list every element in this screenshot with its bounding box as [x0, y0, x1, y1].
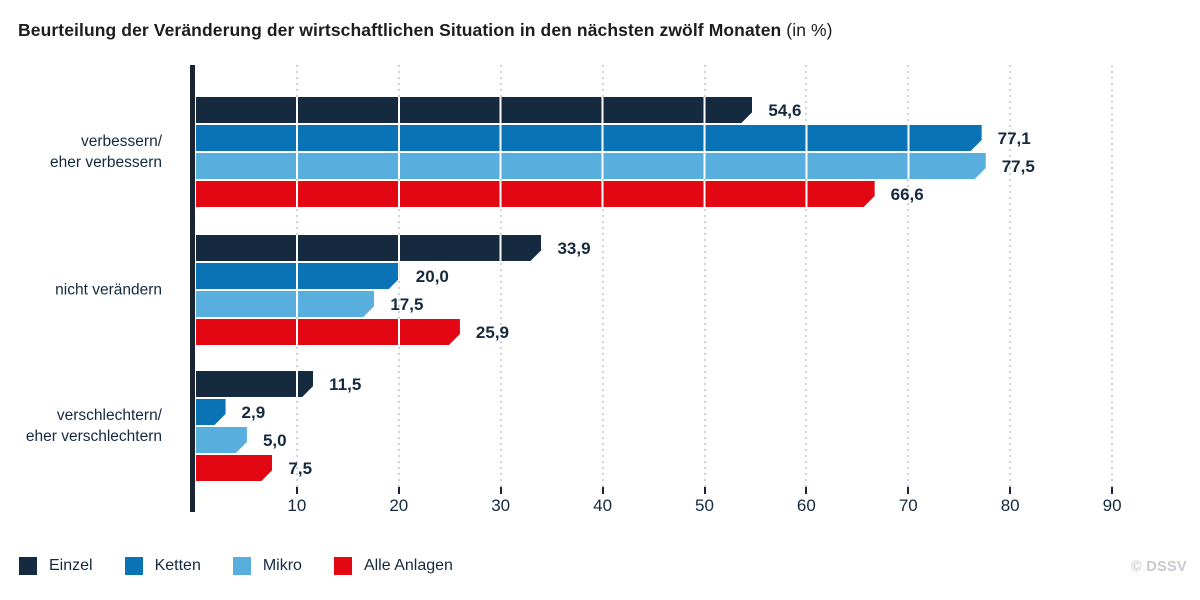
bar-alle-anlagen-verbessern-eher-verbessern	[196, 181, 875, 207]
value-label-einzel-verschlechtern-eher-verschlechtern: 11,5	[329, 375, 362, 394]
bar-ketten-verbessern-eher-verbessern	[196, 125, 982, 151]
x-tick-label-60: 60	[796, 496, 816, 515]
category-label-nicht-ver-ndern: nicht verändern	[55, 281, 162, 299]
value-label-einzel-nicht-ver-ndern: 33,9	[557, 239, 591, 258]
chart-title: Beurteilung der Veränderung der wirtscha…	[18, 20, 833, 41]
gridline-70	[907, 65, 910, 487]
x-tick-10	[295, 487, 298, 494]
value-label-alle-anlagen-verschlechtern-eher-verschlechtern: 7,5	[288, 459, 313, 478]
x-tick-80	[1009, 487, 1012, 494]
gridline-80	[1009, 65, 1012, 487]
x-tick-50	[703, 487, 706, 494]
bar-mikro-verbessern-eher-verbessern	[196, 153, 986, 179]
legend-item-ketten: Ketten	[124, 557, 201, 575]
value-label-ketten-verschlechtern-eher-verschlechtern: 2,9	[241, 403, 266, 422]
x-tick-40	[601, 487, 604, 494]
legend-item-einzel: Einzel	[19, 557, 93, 575]
value-label-einzel-verbessern-eher-verbessern: 54,6	[768, 101, 802, 120]
x-tick-label-30: 30	[491, 496, 511, 515]
legend-swatch-mikro	[232, 557, 251, 575]
x-tick-60	[805, 487, 808, 494]
gridline-90	[1111, 65, 1114, 487]
bar-einzel-nicht-ver-ndern	[196, 235, 541, 261]
x-tick-90	[1111, 487, 1114, 494]
chart-title-suffix: (in %)	[781, 20, 833, 40]
gridline-30	[499, 65, 502, 487]
legend-swatch-einzel	[19, 557, 37, 575]
legend-label-einzel: Einzel	[49, 557, 93, 574]
legend-swatch-ketten	[124, 557, 143, 575]
category-label-verbessern-eher-verbessern: verbessern/eher verbessern	[49, 133, 162, 171]
bar-ketten-nicht-ver-ndern	[196, 263, 400, 289]
bar-alle-anlagen-verschlechtern-eher-verschlechtern	[196, 455, 272, 481]
bar-einzel-verschlechtern-eher-verschlechtern	[196, 371, 313, 397]
bar-ketten-verschlechtern-eher-verschlechtern	[196, 399, 226, 425]
x-tick-label-80: 80	[1000, 496, 1020, 515]
value-label-mikro-verbessern-eher-verbessern: 77,5	[1001, 157, 1035, 176]
x-tick-30	[499, 487, 502, 494]
value-label-ketten-nicht-ver-ndern: 20,0	[415, 267, 449, 286]
x-tick-label-40: 40	[593, 496, 613, 515]
value-label-mikro-verschlechtern-eher-verschlechtern: 5,0	[262, 431, 287, 450]
legend-label-mikro: Mikro	[262, 557, 302, 574]
value-label-alle-anlagen-verbessern-eher-verbessern: 66,6	[890, 185, 924, 204]
category-label-verschlechtern-eher-verschlechtern: verschlechtern/eher verschlechtern	[25, 407, 162, 445]
y-axis-line	[190, 65, 195, 512]
x-tick-label-90: 90	[1102, 496, 1122, 515]
x-tick-label-20: 20	[389, 496, 409, 515]
gridline-60	[805, 65, 808, 487]
legend-item-mikro: Mikro	[232, 557, 302, 575]
x-tick-label-10: 10	[287, 496, 307, 515]
gridline-50	[703, 65, 706, 487]
bar-mikro-nicht-ver-ndern	[196, 291, 374, 317]
legend-swatch-alle-anlagen	[333, 557, 352, 575]
bar-alle-anlagen-nicht-ver-ndern	[196, 319, 460, 345]
copyright-credit: © DSSV	[1131, 559, 1187, 575]
value-label-mikro-nicht-ver-ndern: 17,5	[390, 295, 424, 314]
x-tick-20	[397, 487, 400, 494]
legend-label-ketten: Ketten	[154, 557, 201, 574]
legend-label-alle-anlagen: Alle Anlagen	[363, 557, 453, 574]
x-tick-label-50: 50	[695, 496, 714, 515]
legend: Einzel Ketten Mikro Alle Anlagen	[19, 557, 453, 575]
bar-einzel-verbessern-eher-verbessern	[196, 97, 752, 123]
chart-title-main: Beurteilung der Veränderung der wirtscha…	[18, 20, 782, 40]
legend-item-alle-anlagen: Alle Anlagen	[333, 557, 453, 575]
value-label-alle-anlagen-nicht-ver-ndern: 25,9	[475, 323, 509, 342]
x-tick-70	[907, 487, 910, 494]
bar-mikro-verschlechtern-eher-verschlechtern	[196, 427, 247, 453]
gridline-40	[601, 65, 604, 487]
x-tick-label-70: 70	[898, 496, 918, 515]
value-label-ketten-verbessern-eher-verbessern: 77,1	[997, 129, 1031, 148]
